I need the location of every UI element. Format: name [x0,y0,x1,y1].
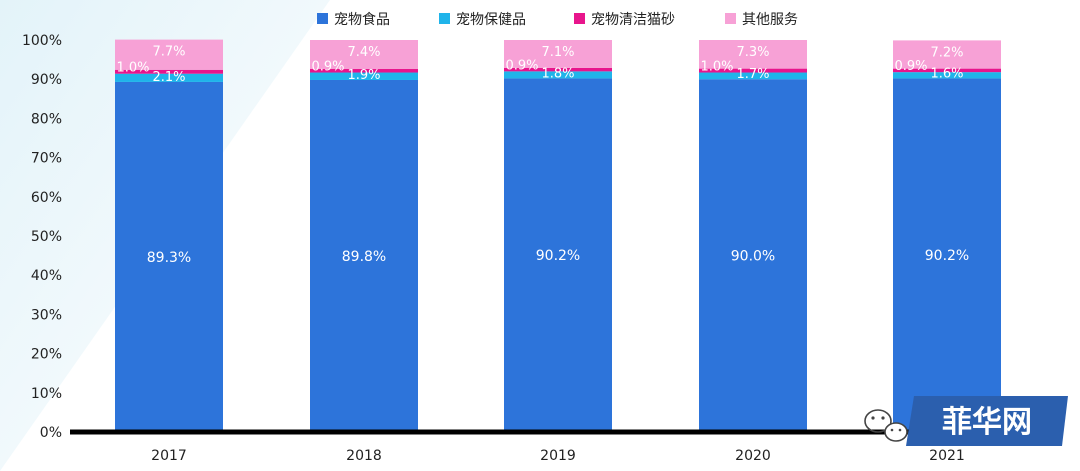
data-label-2018-3: 0.9% [311,60,344,75]
data-label-2021-2: 1.6% [930,66,963,81]
legend-swatch-4 [725,13,736,24]
data-label-2019-4: 7.1% [541,45,574,60]
bar-segment-2020-2 [699,72,807,80]
watermark-logo-text: 菲华网 [942,405,1032,440]
data-label-2021-3: 0.9% [894,59,927,74]
y-tick-label: 10% [31,386,62,402]
y-tick-label: 100% [22,33,62,49]
bar-segment-2018-1 [310,79,418,432]
legend-label-1: 宠物食品 [334,11,390,28]
y-tick-label: 70% [31,151,62,167]
watermark-logo-badge [906,396,1068,446]
watermark: 菲华网 [864,396,1068,446]
bar-segment-2019-2 [504,71,612,79]
data-label-2017-3: 1.0% [116,61,149,76]
y-tick-label: 30% [31,307,62,323]
bar-segment-2020-1 [699,79,807,432]
data-label-2019-3: 0.9% [505,58,538,73]
legend-swatch-1 [317,13,328,24]
data-label-2017-1: 89.3% [147,250,191,266]
x-axis: 2017 2018 2019 2020 2021 [70,429,965,464]
bar-segment-2017-4 [115,39,223,70]
bar-segment-2018-2 [310,72,418,80]
bar-segment-2021-4 [893,40,1001,69]
bar-segment-2017-2 [115,73,223,82]
x-tick-label-2018: 2018 [346,448,382,464]
data-label-2020-2: 1.7% [736,67,769,82]
bar-segment-2021-1 [893,78,1001,432]
legend-label-4: 其他服务 [742,12,798,28]
bar-segment-2019-4 [504,40,612,68]
y-tick-label: 90% [31,72,62,88]
data-label-2021-1: 90.2% [925,248,969,264]
bar-segment-2018-3 [310,69,418,73]
legend-label-3: 宠物清洁猫砂 [591,12,675,28]
bar-segment-2021-2 [893,72,1001,79]
bar-segment-2018-4 [310,40,418,70]
x-tick-label-2020: 2020 [735,448,771,464]
y-tick-label: 80% [31,111,62,127]
bars: 89.3%2.1%1.0%7.7%89.8%1.9%0.9%7.4%90.2%1… [115,39,1001,432]
x-tick-label-2021: 2021 [929,448,965,464]
data-label-2020-4: 7.3% [736,45,769,60]
y-axis: 0% 10% 20% 30% 40% 50% 60% 70% 80% 90% 100% [22,33,62,441]
data-label-2021-4: 7.2% [930,45,963,60]
y-tick-label: 40% [31,268,62,284]
data-label-2018-4: 7.4% [347,45,380,60]
bar-segment-2020-3 [699,68,807,73]
legend-swatch-3 [574,13,585,24]
x-tick-label-2019: 2019 [540,448,576,464]
data-label-2018-2: 1.9% [347,68,380,83]
data-label-2017-2: 2.1% [152,70,185,85]
data-label-2017-4: 7.7% [152,45,185,60]
wechat-icon [864,409,908,442]
data-label-2019-1: 90.2% [536,248,580,264]
bar-segment-2019-3 [504,67,612,72]
data-label-2018-1: 89.8% [342,249,386,265]
legend-swatch-2 [439,13,450,24]
y-tick-label: 0% [40,425,62,441]
legend: 宠物食品 宠物保健品 宠物清洁猫砂 其他服务 [317,11,798,28]
data-label-2019-2: 1.8% [541,66,574,81]
bar-segment-2017-3 [115,69,223,74]
data-label-2020-3: 1.0% [700,60,733,75]
legend-label-2: 宠物保健品 [456,12,526,28]
y-tick-label: 60% [31,190,62,206]
x-tick-label-2017: 2017 [151,448,187,464]
bar-segment-2020-4 [699,40,807,69]
data-label-2020-1: 90.0% [731,249,775,265]
bar-segment-2021-3 [893,68,1001,73]
bar-segment-2019-1 [504,78,612,432]
bar-segment-2017-1 [115,81,223,432]
y-tick-label: 50% [31,229,62,245]
y-tick-label: 20% [31,347,62,363]
